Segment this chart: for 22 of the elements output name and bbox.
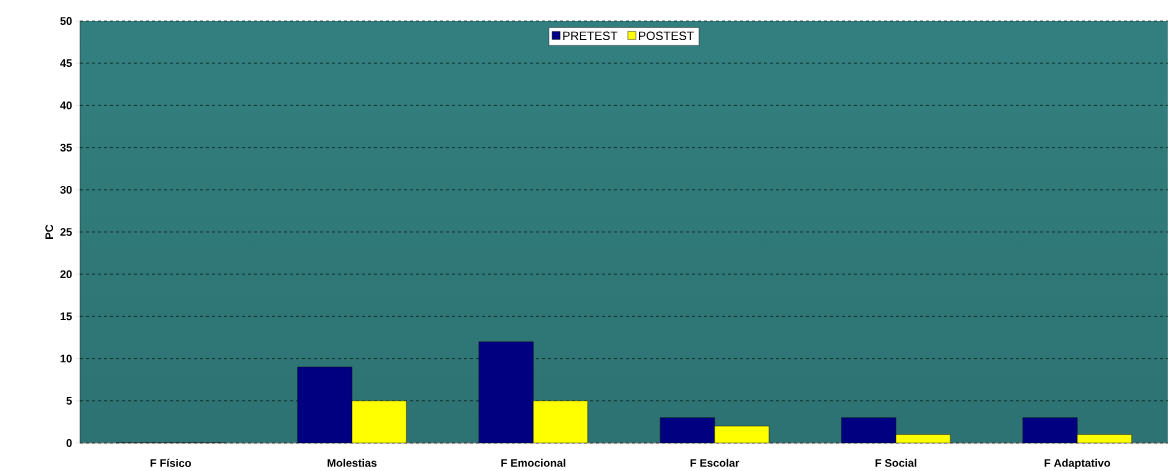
y-tick-label: 45 [60,59,72,68]
y-tick-label: 40 [60,101,72,110]
y-tick-label: 10 [60,354,72,363]
bar [533,400,588,443]
y-tick-label: 30 [60,185,72,194]
x-tick-label: F Social [875,458,917,467]
x-tick-label: F Emocional [501,458,566,467]
y-tick-label: 50 [60,17,72,25]
y-tick-label: 35 [60,143,72,152]
x-tick-label: Molestias [327,458,377,467]
y-tick-label: 25 [60,228,72,236]
x-tick-label: F Escolar [690,458,740,467]
y-tick-label: 15 [60,312,72,321]
y-tick-label: 20 [60,270,72,279]
legend-label: POSTEST [639,31,694,41]
x-tick-label: F Adaptativo [1044,458,1111,470]
legend-label: PRETEST [563,31,618,41]
y-axis-title: PC [45,224,54,239]
y-tick-label: 0 [66,439,72,447]
y-tick-label: 5 [66,396,72,405]
x-tick-label: F Físico [150,458,192,467]
bar [351,400,407,443]
